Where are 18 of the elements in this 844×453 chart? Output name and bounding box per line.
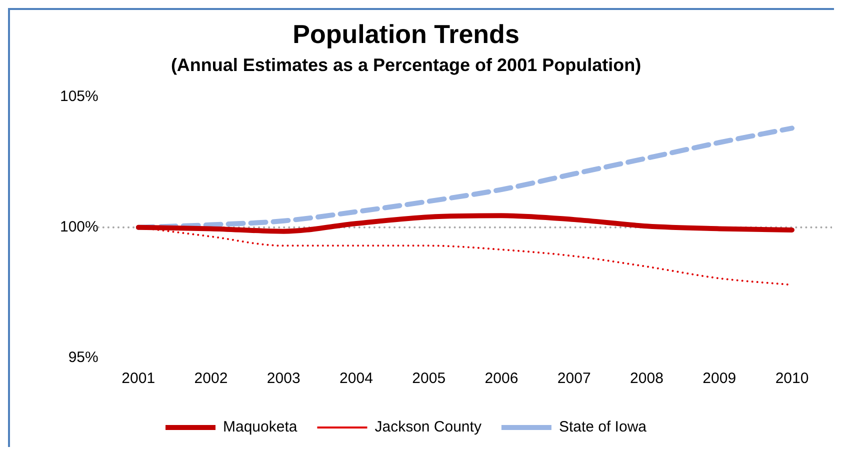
legend-label: Jackson County xyxy=(374,418,482,436)
legend-label: State of Iowa xyxy=(558,418,648,436)
y-tick-label: 95% xyxy=(68,349,98,366)
x-tick-label: 2005 xyxy=(412,370,446,388)
chart-title: Population Trends xyxy=(292,18,520,49)
x-tick-label: 2009 xyxy=(702,370,736,388)
x-tick-label: 2002 xyxy=(194,370,228,388)
x-tick-label: 2010 xyxy=(775,370,809,388)
x-tick-label: 2008 xyxy=(630,370,664,388)
x-tick-label: 2006 xyxy=(484,370,518,388)
x-tick-label: 2001 xyxy=(122,370,156,388)
chart-subtitle: (Annual Estimates as a Percentage of 2001 Population) xyxy=(170,54,642,75)
y-tick-label: 100% xyxy=(60,218,98,236)
x-tick-label: 2004 xyxy=(340,370,373,388)
legend-label: Maquoketa xyxy=(223,418,298,436)
x-tick-label: 2003 xyxy=(266,370,300,388)
y-tick-label: 105% xyxy=(60,88,98,105)
x-tick-label: 2007 xyxy=(557,370,591,388)
